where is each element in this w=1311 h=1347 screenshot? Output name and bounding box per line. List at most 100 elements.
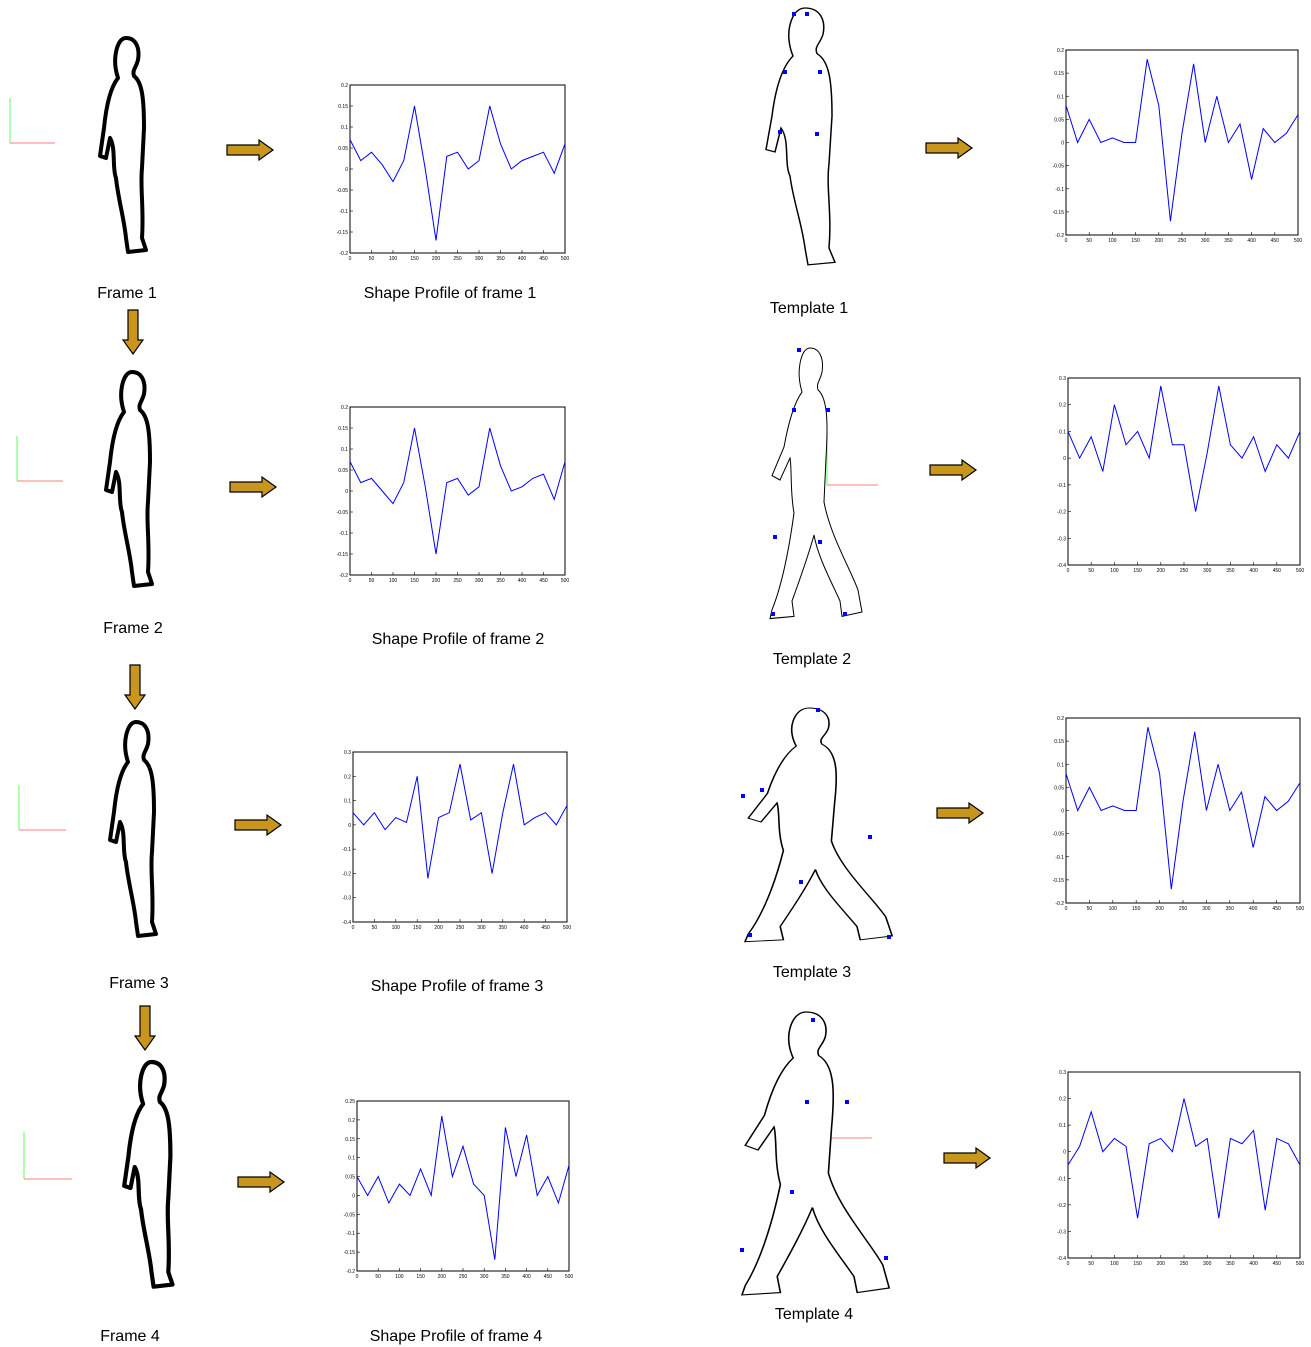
template-label: Template 4	[775, 1306, 853, 1323]
x-tick-label: 250	[1180, 568, 1189, 574]
frame-label: Frame 2	[103, 620, 163, 637]
y-tick-label: 0.15	[1054, 71, 1064, 77]
y-tick-label: 0.1	[341, 447, 348, 453]
x-tick-label: 50	[372, 925, 378, 931]
y-tick-label: -0.2	[342, 871, 351, 877]
x-tick-label: 150	[410, 256, 419, 262]
y-tick-label: -0.1	[1055, 187, 1064, 193]
y-tick-label: -0.15	[344, 1250, 356, 1256]
x-tick-label: 0	[1065, 238, 1068, 244]
x-tick-label: 400	[520, 925, 529, 931]
x-tick-label: 100	[389, 256, 398, 262]
x-tick-label: 350	[1226, 568, 1235, 574]
y-tick-label: 0.1	[341, 125, 348, 131]
x-tick-label: 400	[1249, 568, 1258, 574]
y-tick-label: 0.05	[338, 146, 348, 152]
figure: Frame 1 Shape Profile of frame 1 Frame 2…	[0, 0, 1311, 1347]
y-tick-label: 0.3	[1059, 1070, 1066, 1076]
y-tick-label: 0.25	[345, 1099, 355, 1105]
y-tick-label: -0.1	[1057, 483, 1066, 489]
x-tick-label: 400	[1247, 238, 1256, 244]
plot-frame	[357, 1101, 569, 1271]
x-tick-label: 100	[1109, 906, 1118, 912]
profile-chart: 050100150200250300350400450500-0.2-0.15-…	[337, 405, 570, 584]
x-tick-label: 150	[1132, 906, 1141, 912]
template-label: Template 3	[773, 964, 851, 981]
x-tick-label: 450	[1273, 568, 1282, 574]
x-tick-label: 350	[501, 1274, 510, 1280]
x-tick-label: 200	[432, 256, 441, 262]
x-tick-label: 200	[1157, 1261, 1166, 1267]
x-tick-label: 250	[1179, 906, 1188, 912]
y-tick-label: -0.1	[1055, 855, 1064, 861]
x-tick-label: 500	[1296, 906, 1305, 912]
x-tick-label: 50	[369, 256, 375, 262]
x-tick-label: 400	[1249, 1261, 1258, 1267]
y-tick-label: -0.2	[1057, 510, 1066, 516]
x-tick-label: 300	[1201, 238, 1210, 244]
x-tick-label: 300	[480, 1274, 489, 1280]
y-tick-label: -0.05	[337, 188, 349, 194]
x-tick-label: 100	[1108, 238, 1117, 244]
x-tick-label: 200	[434, 925, 443, 931]
y-tick-label: 0	[345, 167, 348, 173]
y-tick-label: -0.4	[342, 920, 351, 926]
x-tick-label: 150	[1133, 568, 1142, 574]
x-tick-label: 300	[477, 925, 486, 931]
y-tick-label: 0.2	[348, 1118, 355, 1124]
y-tick-label: -0.4	[1057, 1256, 1066, 1262]
x-tick-label: 400	[518, 578, 527, 584]
x-tick-label: 450	[541, 925, 550, 931]
y-tick-label: 0.2	[341, 405, 348, 411]
y-tick-label: 0.05	[338, 468, 348, 474]
y-tick-label: 0.3	[1059, 376, 1066, 382]
y-tick-label: 0.2	[1059, 403, 1066, 409]
y-tick-label: 0.1	[1057, 762, 1064, 768]
x-tick-label: 500	[561, 256, 570, 262]
y-tick-label: -0.1	[339, 209, 348, 215]
y-tick-label: 0	[1063, 456, 1066, 462]
y-tick-label: -0.05	[1053, 832, 1065, 838]
y-tick-label: 0.05	[345, 1175, 355, 1181]
arrows	[123, 138, 990, 1192]
y-tick-label: 0.15	[338, 104, 348, 110]
x-tick-label: 250	[456, 925, 465, 931]
x-tick-label: 0	[349, 256, 352, 262]
x-tick-label: 0	[349, 578, 352, 584]
profile-caption: Shape Profile of frame 2	[372, 631, 545, 648]
x-tick-label: 150	[413, 925, 422, 931]
x-tick-label: 0	[352, 925, 355, 931]
profile-chart: 050100150200250300350400450500-0.2-0.15-…	[1053, 48, 1303, 244]
y-tick-label: -0.2	[1057, 1203, 1066, 1209]
x-tick-label: 450	[539, 578, 548, 584]
y-tick-label: 0.05	[1054, 785, 1064, 791]
x-tick-label: 500	[561, 578, 570, 584]
x-tick-label: 500	[1296, 568, 1305, 574]
y-tick-label: -0.2	[339, 573, 348, 579]
y-tick-label: -0.2	[1055, 233, 1064, 239]
x-tick-label: 250	[453, 578, 462, 584]
y-tick-label: 0.2	[1057, 48, 1064, 54]
y-tick-label: -0.1	[346, 1231, 355, 1237]
x-tick-label: 300	[1203, 1261, 1212, 1267]
x-tick-label: 300	[475, 578, 484, 584]
x-tick-label: 100	[392, 925, 401, 931]
y-tick-label: -0.4	[1057, 563, 1066, 569]
y-tick-label: -0.3	[1057, 536, 1066, 542]
y-tick-label: -0.3	[342, 896, 351, 902]
x-tick-label: 200	[1157, 568, 1166, 574]
x-tick-label: 450	[539, 256, 548, 262]
y-tick-label: 0.1	[348, 1156, 355, 1162]
y-tick-label: 0.05	[1054, 117, 1064, 123]
x-tick-label: 50	[1088, 568, 1094, 574]
y-tick-label: 0.15	[338, 426, 348, 432]
x-tick-label: 150	[410, 578, 419, 584]
x-tick-label: 250	[453, 256, 462, 262]
frame-label: Frame 3	[109, 975, 169, 992]
y-tick-label: 0	[345, 489, 348, 495]
y-tick-label: -0.05	[344, 1212, 356, 1218]
profile-caption: Shape Profile of frame 4	[370, 1328, 543, 1345]
x-tick-label: 0	[1067, 1261, 1070, 1267]
